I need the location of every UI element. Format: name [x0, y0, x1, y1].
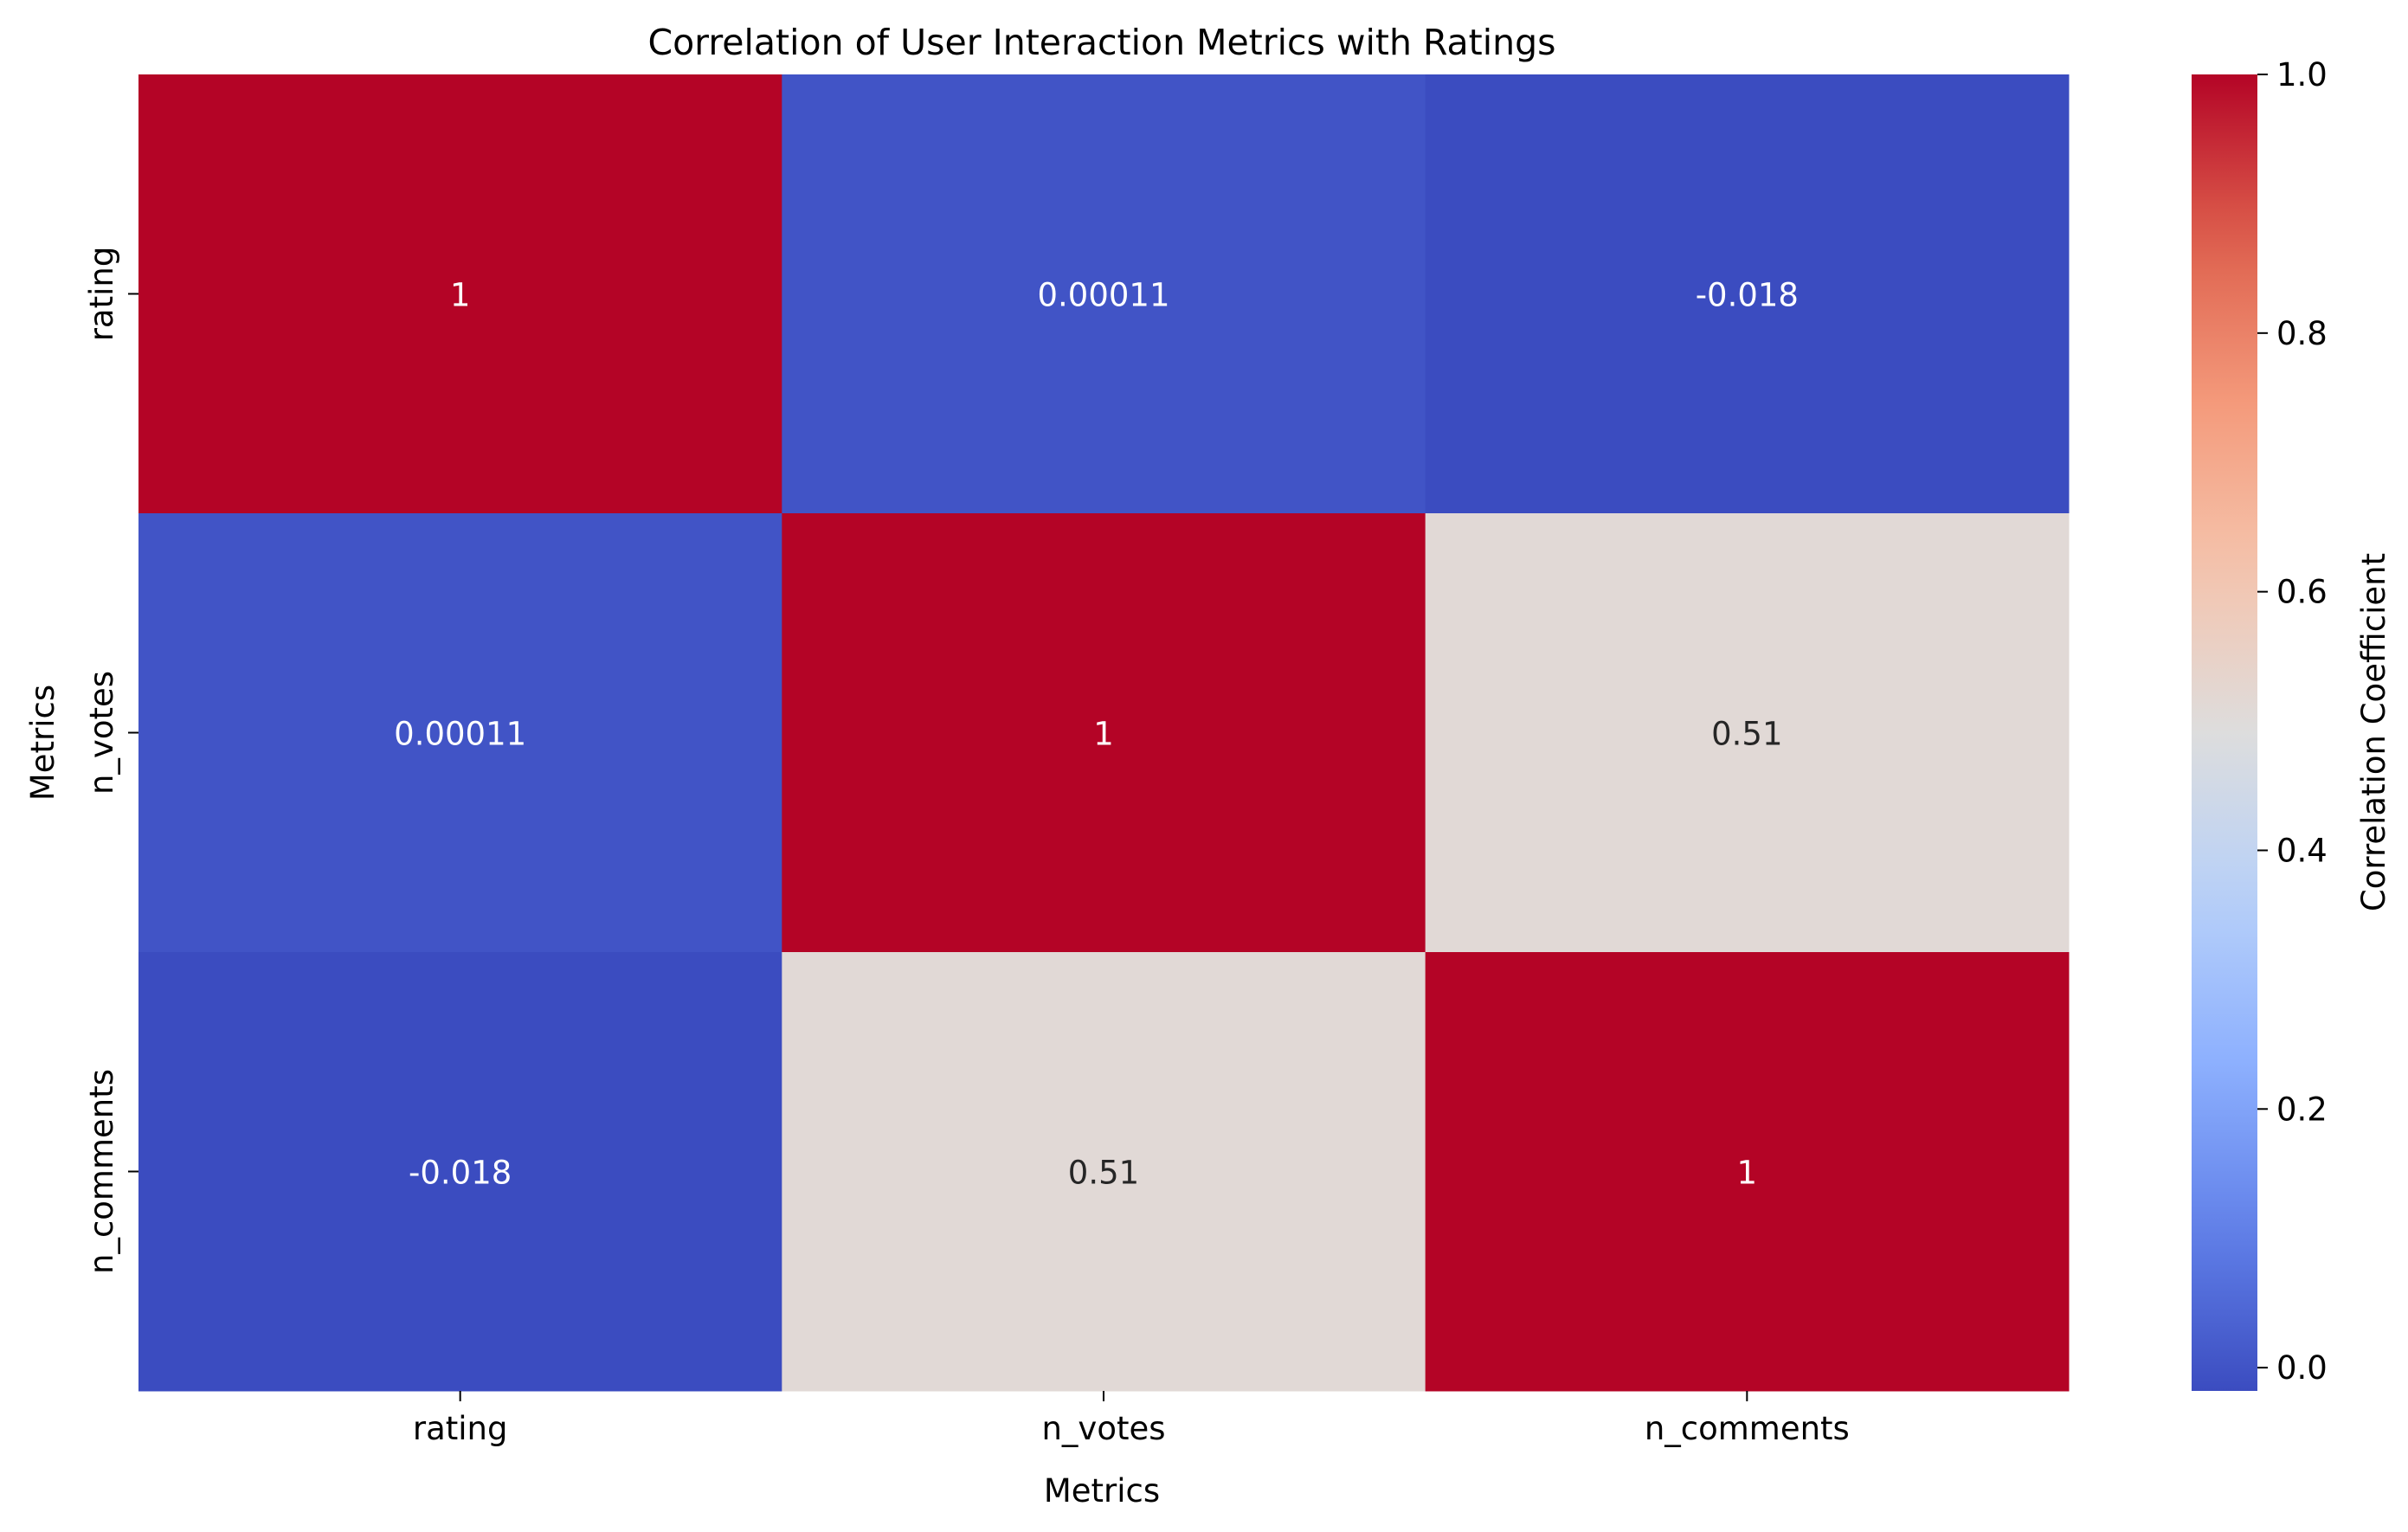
cell-value-label: 0.00011 — [394, 716, 526, 753]
colorbar-ticks: 0.0 0.2 0.4 0.6 0.8 1.0 — [2257, 56, 2328, 1387]
cell-value-label: 1 — [450, 277, 471, 314]
cell-value-label: 1 — [1737, 1155, 1758, 1192]
heatmap-cell — [138, 74, 782, 514]
heatmap-cells — [138, 74, 2070, 1392]
colorbar-tick-label: 1.0 — [2276, 56, 2328, 93]
colorbar-gradient — [2192, 74, 2257, 1391]
cell-value-label: 0.51 — [1068, 1155, 1139, 1192]
colorbar-tick-label: 0.0 — [2276, 1349, 2328, 1387]
y-axis-label: Metrics — [24, 685, 61, 801]
y-axis-ticks: rating n_votes n_comments — [83, 247, 138, 1274]
heatmap-cell — [138, 952, 782, 1392]
colorbar: 0.0 0.2 0.4 0.6 0.8 1.0 Correlation Coefficie… — [2192, 56, 2392, 1391]
colorbar-tick-label: 0.8 — [2276, 315, 2328, 352]
y-tick-label: n_comments — [83, 1069, 120, 1274]
heatmap-cell — [138, 513, 782, 953]
x-tick-label: n_votes — [1041, 1410, 1165, 1447]
cell-value-label: -0.018 — [409, 1155, 512, 1192]
chart-title: Correlation of User Interaction Metrics … — [647, 22, 1555, 63]
x-tick-label: rating — [413, 1410, 508, 1447]
cell-value-label: 1 — [1093, 716, 1114, 753]
x-axis-ticks: rating n_votes n_comments — [413, 1391, 1850, 1447]
colorbar-tick-label: 0.2 — [2276, 1091, 2328, 1128]
heatmap-cell — [782, 74, 1426, 514]
x-axis-label: Metrics — [1044, 1472, 1160, 1509]
cell-value-label: 0.00011 — [1037, 277, 1169, 314]
heatmap-cell — [1425, 74, 2070, 514]
heatmap-cell — [782, 513, 1426, 953]
heatmap-cell-labels: 1 0.00011 -0.018 0.00011 1 0.51 -0.018 0.51 1 — [394, 277, 1799, 1192]
y-tick-label: rating — [83, 247, 120, 342]
x-tick-label: n_comments — [1645, 1410, 1850, 1447]
colorbar-tick-label: 0.6 — [2276, 574, 2328, 611]
cell-value-label: 0.51 — [1711, 716, 1782, 753]
heatmap-cell — [1425, 513, 2070, 953]
y-tick-label: n_votes — [83, 671, 120, 795]
colorbar-tick-label: 0.4 — [2276, 832, 2328, 869]
cell-value-label: -0.018 — [1696, 277, 1799, 314]
colorbar-label: Correlation Coefficient — [2355, 553, 2392, 911]
heatmap-cell — [1425, 952, 2070, 1392]
heatmap-cell — [782, 952, 1426, 1392]
